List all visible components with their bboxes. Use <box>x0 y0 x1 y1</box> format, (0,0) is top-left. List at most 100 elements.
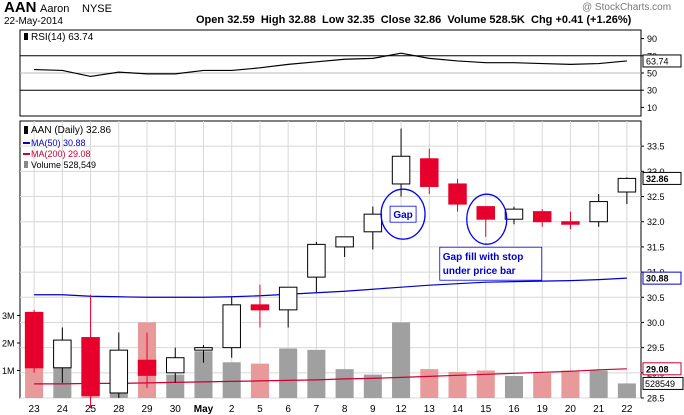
gap-fill-label-line2: under price bar <box>443 266 516 277</box>
candle-body <box>307 243 326 278</box>
candle-body <box>617 177 637 193</box>
x-tick-label: 7 <box>314 404 320 415</box>
ma200-last-value: 29.08 <box>646 364 669 374</box>
candle-body <box>420 158 439 187</box>
candle-body <box>137 359 157 376</box>
volume-bar <box>533 373 552 398</box>
volume-tick-label: 3M <box>2 311 15 321</box>
price-tick-label: 32.0 <box>647 217 665 227</box>
volume-bar <box>222 362 241 398</box>
low-label: Low <box>322 14 345 26</box>
volume-bar <box>279 348 298 398</box>
volume-bar <box>25 365 44 398</box>
x-tick-label: 25 <box>85 404 97 415</box>
x-tick-label: 9 <box>370 404 376 415</box>
high-value: 32.88 <box>288 14 316 26</box>
price-tick-label: 33.0 <box>647 167 665 177</box>
volume-bar <box>420 369 439 398</box>
candle-body <box>165 357 185 374</box>
chg-label: Chg <box>531 14 553 26</box>
volume-bar <box>194 351 213 398</box>
high-label: High <box>260 14 286 26</box>
x-tick-label: 5 <box>257 404 263 415</box>
candle-body <box>53 339 72 369</box>
price-tick-label: 30.5 <box>647 293 665 303</box>
volume-bar <box>307 349 326 398</box>
x-tick-label: 21 <box>593 404 605 415</box>
x-tick-label: 28 <box>113 404 125 415</box>
candle-body <box>335 236 354 248</box>
ma200-line <box>34 368 627 385</box>
gap-label-box <box>389 205 417 223</box>
price-tick-label: 29.5 <box>647 343 665 353</box>
x-tick-label: 13 <box>424 404 436 415</box>
candle-body <box>222 304 241 349</box>
exchange: NYSE <box>82 3 112 15</box>
volume-bar <box>476 370 495 398</box>
candle-body <box>504 208 524 220</box>
x-tick-label: 29 <box>141 404 153 415</box>
company-name: Aaron <box>40 3 70 15</box>
candle-body <box>363 213 383 233</box>
candle-body <box>250 304 270 311</box>
x-tick-label: 24 <box>57 404 69 415</box>
gap-label: Gap <box>393 210 412 221</box>
x-tick-label: 2 <box>229 404 235 415</box>
volume-bar <box>589 370 608 398</box>
candle-body <box>109 349 129 394</box>
x-tick-label: 30 <box>170 404 182 415</box>
candle-body <box>561 221 580 225</box>
volume-tick-label: 2M <box>2 339 15 349</box>
volume-bar <box>617 383 636 398</box>
quote-bar: Open 32.59 High 32.88 Low 32.35 Close 32… <box>196 14 631 26</box>
candle-body <box>194 347 213 351</box>
candle-body <box>532 211 552 223</box>
x-tick-label: 22 <box>621 404 633 415</box>
x-tick-label: 16 <box>508 404 520 415</box>
ma50-last-value-box <box>642 271 682 285</box>
x-tick-label: 8 <box>342 404 348 415</box>
volume-bar <box>166 374 185 398</box>
ma50-line <box>34 277 627 298</box>
price-tick-label: 28.5 <box>647 394 665 404</box>
ma200-last-value-box <box>642 362 682 376</box>
volume-tick-label: 1M <box>2 366 15 376</box>
volume-bar <box>561 370 580 398</box>
chart-date: 22-May-2014 <box>4 16 63 27</box>
candle-body <box>589 201 608 223</box>
volume-bar <box>335 369 354 398</box>
ma200-legend: MA(200) 29.08 <box>31 149 91 159</box>
x-tick-label: 15 <box>480 404 492 415</box>
rsi-last-value: 63.74 <box>646 56 669 66</box>
volume-bar <box>363 374 382 398</box>
rsi-tick-label: 90 <box>647 34 657 44</box>
volume-bar <box>392 322 411 398</box>
gap-circle <box>380 188 426 240</box>
candle-body <box>24 311 44 369</box>
gap-fill-label-line1: Gap fill with stop <box>443 252 524 263</box>
x-tick-label: 12 <box>396 404 408 415</box>
price-tick-label: 31.5 <box>647 242 665 252</box>
watermark: @ StockCharts.com <box>582 2 672 13</box>
x-tick-label: 14 <box>452 404 464 415</box>
rsi-last-value-box <box>642 54 682 68</box>
rsi-tick-label: 10 <box>647 103 657 113</box>
gap-fill-label-box <box>439 246 543 281</box>
candle-body <box>391 155 411 185</box>
volume-bar <box>448 371 467 398</box>
symbol: AAN <box>4 0 37 16</box>
volume-last-value: 528549 <box>645 379 675 389</box>
volume-value: 528.5K <box>489 14 525 26</box>
low-value: 32.35 <box>347 14 375 26</box>
rsi-legend: RSI(14) 63.74 <box>31 32 94 43</box>
candle-body <box>278 286 298 311</box>
rsi-legend-swatch <box>24 33 28 40</box>
chg-value: +0.41 (+1.26%) <box>555 14 632 26</box>
rsi-tick-label: 30 <box>647 86 657 96</box>
x-tick-label: May <box>194 404 214 415</box>
close-value: 32.86 <box>413 14 442 26</box>
rsi-line <box>34 52 627 78</box>
price-tick-label: 30.0 <box>647 318 665 328</box>
ma50-legend: MA(50) 30.88 <box>31 138 86 148</box>
